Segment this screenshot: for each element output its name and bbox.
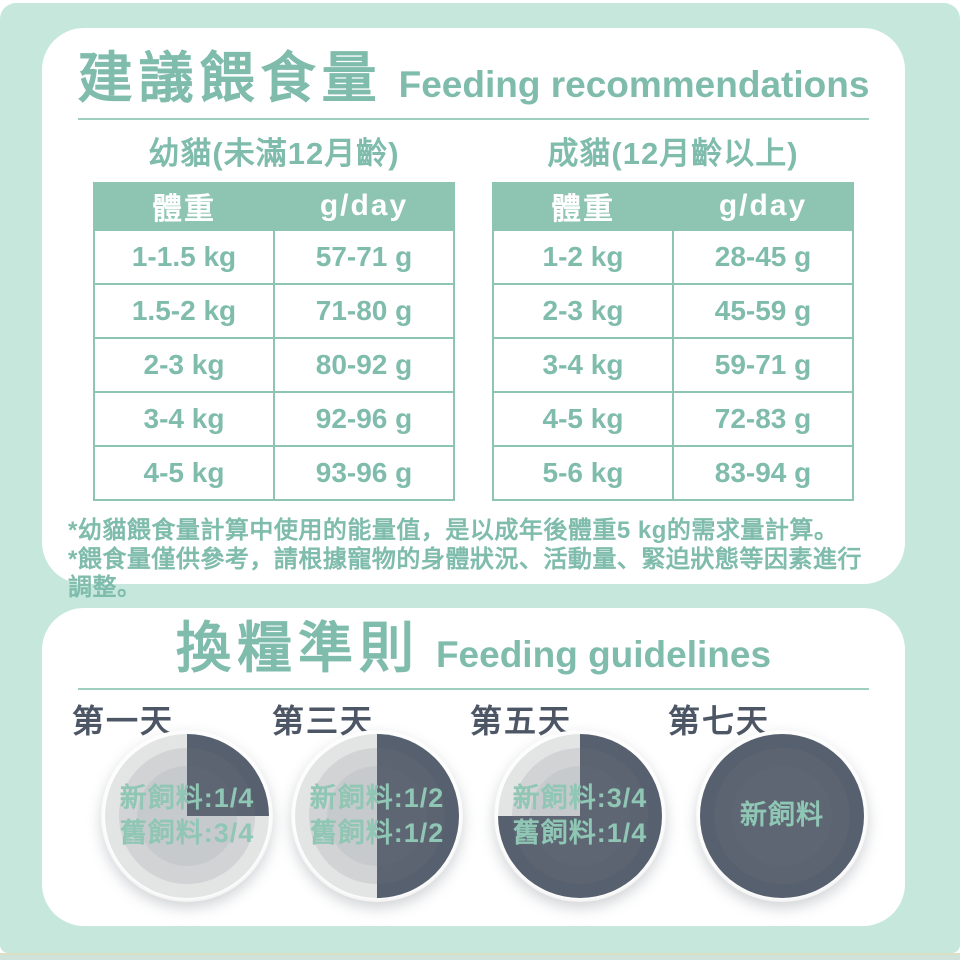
- day7-label: 第七天: [668, 703, 771, 739]
- grams-cell: 80-92 g: [273, 336, 455, 393]
- new-food-ratio: 新飼料:3/4: [512, 782, 648, 813]
- table-row: 3-4 kg 92-96 g: [93, 390, 455, 447]
- weight-cell: 4-5 kg: [93, 444, 275, 501]
- new-food-ratio: 新飼料: [740, 800, 824, 831]
- weight-cell: 3-4 kg: [492, 336, 674, 393]
- adult-feeding-table: 體重 g/day 1-2 kg 28-45 g 2-3 kg 45-59 g 3…: [492, 181, 854, 501]
- table-row: 2-3 kg 80-92 g: [93, 336, 455, 393]
- table-header-row: 體重 g/day: [492, 181, 854, 231]
- weight-cell: 1.5-2 kg: [93, 282, 275, 339]
- new-food-ratio: 新飼料:1/2: [309, 782, 445, 813]
- day3-plate: 新飼料:1/2 舊飼料:1/2: [291, 730, 463, 902]
- plate-inner-ring: [512, 748, 648, 884]
- table-row: 4-5 kg 93-96 g: [93, 444, 455, 501]
- day1-label: 第一天: [72, 703, 175, 739]
- day7-plate: 新飼料: [696, 730, 868, 902]
- weight-cell: 2-3 kg: [93, 336, 275, 393]
- plate-inner-ring: [714, 748, 850, 884]
- feeding-tables-row: 幼貓(未滿12月齡) 體重 g/day 1-1.5 kg 57-71 g 1.5…: [42, 132, 905, 501]
- grams-column-header: g/day: [672, 181, 854, 231]
- plate-inner-circle: [327, 766, 427, 866]
- grams-cell: 93-96 g: [273, 444, 455, 501]
- footnotes: *幼貓餵食量計算中使用的能量值，是以成年後體重5 kg的需求量計算。 *餵食量僅…: [68, 517, 875, 603]
- kitten-feeding-table: 體重 g/day 1-1.5 kg 57-71 g 1.5-2 kg 71-80…: [93, 181, 455, 501]
- weight-cell: 4-5 kg: [492, 390, 674, 447]
- guidelines-title: 換糧準則 Feeding guidelines: [42, 608, 905, 678]
- table-header-row: 體重 g/day: [93, 181, 455, 231]
- old-food-ratio: 舊飼料:1/4: [512, 818, 648, 848]
- kitten-table-heading: 幼貓(未滿12月齡): [148, 135, 400, 171]
- table-row: 5-6 kg 83-94 g: [492, 444, 854, 501]
- table-row: 3-4 kg 59-71 g: [492, 336, 854, 393]
- bottom-accent-line: [0, 953, 960, 955]
- feeding-guidelines-card: 換糧準則 Feeding guidelines 第一天 第三天 第五天 第七天 …: [42, 608, 905, 926]
- plate-inner-circle: [530, 766, 630, 866]
- recommendations-title-zh: 建議餵食量: [77, 47, 383, 109]
- grams-cell: 57-71 g: [273, 228, 455, 285]
- guidelines-title-zh: 換糧準則: [175, 617, 420, 679]
- weight-cell: 1-1.5 kg: [93, 228, 275, 285]
- new-food-ratio: 新飼料:1/4: [119, 782, 255, 813]
- day1-plate: 新飼料:1/4 舊飼料:3/4: [101, 730, 273, 902]
- day5-plate: 新飼料:3/4 舊飼料:1/4: [494, 730, 666, 902]
- grams-cell: 72-83 g: [672, 390, 854, 447]
- feeding-recommendations-card: 建議餵食量 Feeding recommendations 幼貓(未滿12月齡)…: [42, 28, 905, 601]
- adult-table-column: 成貓(12月齡以上) 體重 g/day 1-2 kg 28-45 g 2-3 k…: [492, 132, 854, 501]
- adult-table-heading: 成貓(12月齡以上): [547, 135, 799, 171]
- table-row: 1.5-2 kg 71-80 g: [93, 282, 455, 339]
- footnote-adjustment: *餵食量僅供參考，請根據寵物的身體狀況、活動量、緊迫狀態等因素進行調整。: [68, 545, 862, 602]
- day5-pie-chart: [498, 734, 662, 898]
- guidelines-title-en: Feeding guidelines: [435, 634, 772, 675]
- table-row: 2-3 kg 45-59 g: [492, 282, 854, 339]
- plate-inner-ring: [119, 748, 255, 884]
- grams-column-header: g/day: [273, 181, 455, 231]
- weight-column-header: 體重: [492, 181, 674, 231]
- title-divider: [78, 117, 869, 120]
- grams-cell: 59-71 g: [672, 336, 854, 393]
- footnote-kitten-energy: *幼貓餵食量計算中使用的能量值，是以成年後體重5 kg的需求量計算。: [68, 516, 839, 544]
- day3-pie-chart: [295, 734, 459, 898]
- weight-cell: 5-6 kg: [492, 444, 674, 501]
- grams-cell: 83-94 g: [672, 444, 854, 501]
- grams-cell: 45-59 g: [672, 282, 854, 339]
- day3-pie-label: 新飼料:1/2 舊飼料:1/2: [291, 730, 463, 902]
- old-food-ratio: 舊飼料:1/2: [309, 818, 445, 848]
- recommendations-title-en: Feeding recommendations: [398, 64, 870, 105]
- weight-column-header: 體重: [93, 181, 275, 231]
- plate-inner-circle: [137, 766, 237, 866]
- day1-pie-chart: [105, 734, 269, 898]
- weight-cell: 2-3 kg: [492, 282, 674, 339]
- grams-cell: 71-80 g: [273, 282, 455, 339]
- plate-inner-ring: [309, 748, 445, 884]
- table-row: 1-2 kg 28-45 g: [492, 228, 854, 285]
- day5-pie-label: 新飼料:3/4 舊飼料:1/4: [494, 730, 666, 902]
- day7-pie-label: 新飼料: [696, 730, 868, 902]
- title-divider: [78, 687, 869, 690]
- bottom-edge-strip: [0, 955, 960, 960]
- day1-pie-label: 新飼料:1/4 舊飼料:3/4: [101, 730, 273, 902]
- plate-inner-circle: [732, 766, 832, 866]
- weight-cell: 3-4 kg: [93, 390, 275, 447]
- grams-cell: 28-45 g: [672, 228, 854, 285]
- kitten-table-column: 幼貓(未滿12月齡) 體重 g/day 1-1.5 kg 57-71 g 1.5…: [93, 132, 455, 501]
- table-row: 1-1.5 kg 57-71 g: [93, 228, 455, 285]
- old-food-ratio: 舊飼料:3/4: [119, 818, 255, 848]
- grams-cell: 92-96 g: [273, 390, 455, 447]
- recommendations-title: 建議餵食量 Feeding recommendations: [42, 28, 905, 108]
- table-row: 4-5 kg 72-83 g: [492, 390, 854, 447]
- day7-pie-chart: [700, 734, 864, 898]
- top-edge-strip: [0, 0, 960, 3]
- weight-cell: 1-2 kg: [492, 228, 674, 285]
